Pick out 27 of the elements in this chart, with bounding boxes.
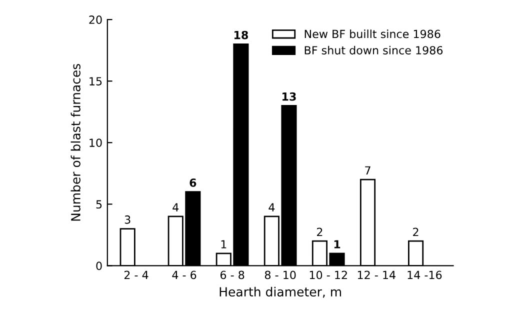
data-label: 4 bbox=[268, 203, 275, 212]
x-tick-label: 14 -16 bbox=[408, 270, 442, 280]
data-label: 18 bbox=[234, 30, 248, 40]
data-label: 6 bbox=[190, 178, 196, 187]
x-tick-label: 2 - 4 bbox=[124, 270, 148, 279]
x-tick-label: 8 - 10 bbox=[264, 270, 296, 280]
data-label: 2 bbox=[413, 228, 418, 236]
data-label: 13 bbox=[282, 92, 296, 101]
legend-label: BF shut down since 1986 bbox=[304, 46, 443, 54]
x-axis-title: Hearth diameter, m bbox=[220, 286, 342, 298]
data-label: 7 bbox=[365, 166, 370, 174]
x-tick-label: 10 - 12 bbox=[310, 270, 347, 280]
y-tick-label: 10 bbox=[90, 138, 102, 148]
y-axis-title: Number of blast furnaces bbox=[70, 64, 80, 221]
legend-label: New BF buillt since 1986 bbox=[304, 30, 440, 38]
data-label: 1 bbox=[334, 240, 340, 248]
x-tick-label: 12 - 14 bbox=[358, 270, 396, 279]
data-label: 2 bbox=[317, 228, 322, 236]
y-tick-label: 0 bbox=[96, 262, 102, 270]
x-tick-label: 4 - 6 bbox=[172, 270, 196, 280]
y-tick-label: 15 bbox=[90, 77, 102, 86]
y-tick-label: 5 bbox=[96, 200, 102, 209]
y-tick-label: 20 bbox=[89, 16, 102, 24]
data-label: 3 bbox=[124, 215, 130, 224]
x-tick-label: 6 - 8 bbox=[220, 270, 244, 280]
data-label: 1 bbox=[221, 240, 226, 248]
data-label: 4 bbox=[172, 203, 179, 212]
